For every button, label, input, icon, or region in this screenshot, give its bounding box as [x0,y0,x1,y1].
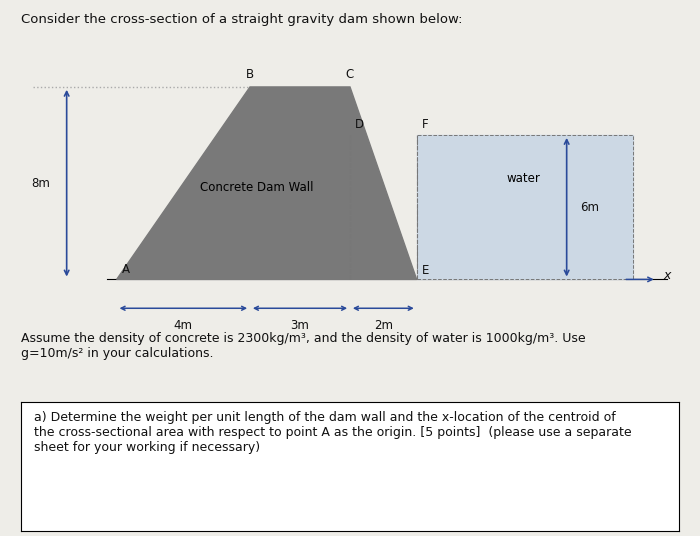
Text: D: D [355,118,364,131]
Text: 3m: 3m [290,319,309,332]
Polygon shape [117,87,416,279]
Text: 4m: 4m [174,319,192,332]
Text: A: A [122,263,130,276]
Text: Concrete Dam Wall: Concrete Dam Wall [200,182,314,195]
Text: 8m: 8m [31,177,50,190]
Text: C: C [346,68,354,81]
Text: Consider the cross-section of a straight gravity dam shown below:: Consider the cross-section of a straight… [21,13,463,26]
Text: a) Determine the weight per unit length of the dam wall and the x-location of th: a) Determine the weight per unit length … [34,411,632,454]
Text: 2m: 2m [374,319,393,332]
Polygon shape [416,135,634,279]
Text: 6m: 6m [580,200,599,214]
Text: F: F [421,118,428,131]
Text: B: B [246,68,254,81]
Text: Assume the density of concrete is 2300kg/m³, and the density of water is 1000kg/: Assume the density of concrete is 2300kg… [21,332,586,360]
Text: water: water [506,172,540,185]
Text: E: E [421,264,429,277]
Text: x: x [664,269,671,282]
